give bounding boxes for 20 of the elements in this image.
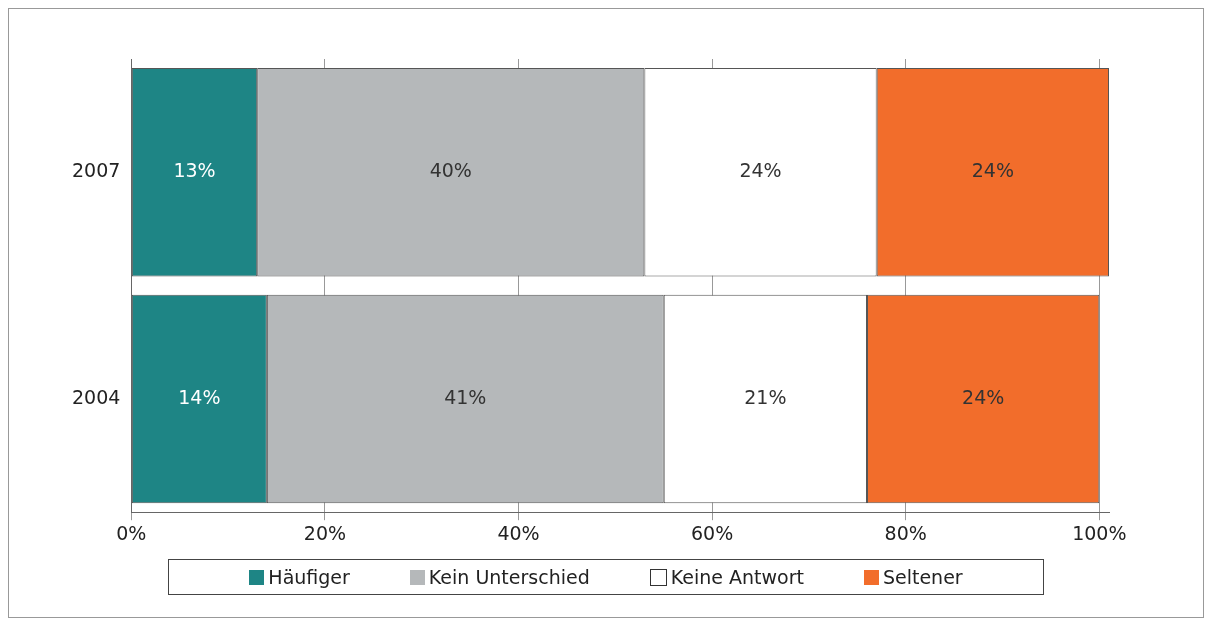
text: 41%	[444, 385, 487, 408]
legend-label: Seltener	[882, 566, 963, 588]
x-tick-label: 0%	[116, 521, 147, 544]
x-tick-label: 100%	[1072, 521, 1127, 544]
text: 13%	[173, 159, 216, 182]
text: 24%	[739, 159, 782, 182]
x-tick-label: 20%	[303, 521, 347, 544]
y-tick-label: 2004	[71, 385, 121, 408]
x-tick-label: 60%	[691, 521, 734, 544]
legend-label: Keine Antwort	[670, 566, 804, 588]
y-tick-label: 2007	[71, 159, 121, 182]
text: 21%	[744, 385, 787, 408]
x-tick-label: 80%	[884, 521, 927, 544]
legend-label: Häufiger	[268, 566, 350, 588]
text: 14%	[178, 385, 221, 408]
x-tick-label: 40%	[497, 521, 540, 544]
text: 40%	[429, 159, 472, 182]
text: 24%	[971, 159, 1014, 182]
text: 24%	[962, 385, 1005, 408]
legend-label: Kein Unterschied	[428, 566, 590, 588]
